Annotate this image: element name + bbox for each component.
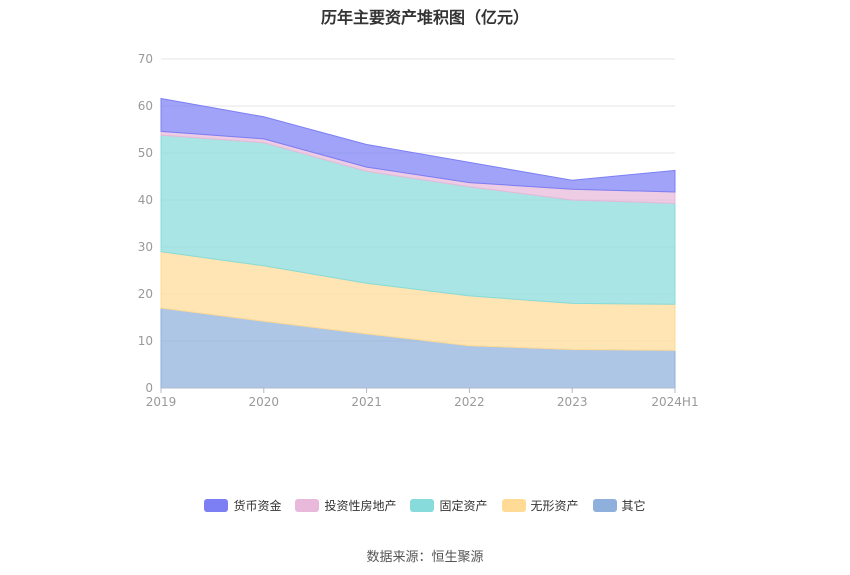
y-tick-label: 20 (138, 287, 153, 301)
x-tick-label: 2020 (249, 395, 280, 409)
legend-label: 投资性房地产 (324, 499, 397, 513)
x-tick-label: 2022 (454, 395, 485, 409)
chart-title: 历年主要资产堆积图（亿元） (320, 8, 529, 27)
legend-item[interactable]: 投资性房地产 (295, 497, 396, 514)
legend-item[interactable]: 货币资金 (204, 497, 281, 514)
legend-swatch (410, 499, 435, 512)
chart-legend: 货币资金 投资性房地产 固定资产 无形资产 其它 (0, 497, 850, 514)
y-tick-label: 70 (138, 52, 153, 66)
y-tick-label: 40 (138, 193, 153, 207)
y-tick-label: 10 (138, 334, 153, 348)
y-tick-label: 0 (145, 381, 153, 395)
legend-swatch (204, 499, 229, 512)
area-series-4 (160, 97, 676, 193)
x-tick-label: 2019 (146, 395, 177, 409)
source-note: 数据来源：恒生聚源 (366, 550, 484, 565)
legend-swatch (592, 499, 617, 512)
legend-item[interactable]: 固定资产 (410, 497, 488, 514)
legend-label: 货币资金 (233, 499, 282, 513)
x-tick-label: 2024H1 (651, 395, 698, 409)
area-layer (160, 97, 676, 389)
x-tick-label: 2021 (351, 395, 382, 409)
y-tick-label: 50 (138, 146, 153, 160)
legend-label: 固定资产 (439, 499, 488, 513)
legend-swatch (501, 499, 526, 512)
x-tick-label: 2023 (557, 395, 588, 409)
legend-item[interactable]: 其它 (592, 497, 646, 514)
y-tick-label: 60 (138, 99, 153, 113)
y-tick-label: 30 (138, 240, 153, 254)
legend-label: 无形资产 (530, 499, 579, 513)
legend-label: 其它 (621, 499, 646, 513)
axis-layer: 0 10 20 30 40 50 60 70 2019 2020 2021 2022 2023 2024H… (138, 52, 699, 409)
legend-item[interactable]: 无形资产 (501, 497, 579, 514)
legend-swatch (295, 499, 320, 512)
